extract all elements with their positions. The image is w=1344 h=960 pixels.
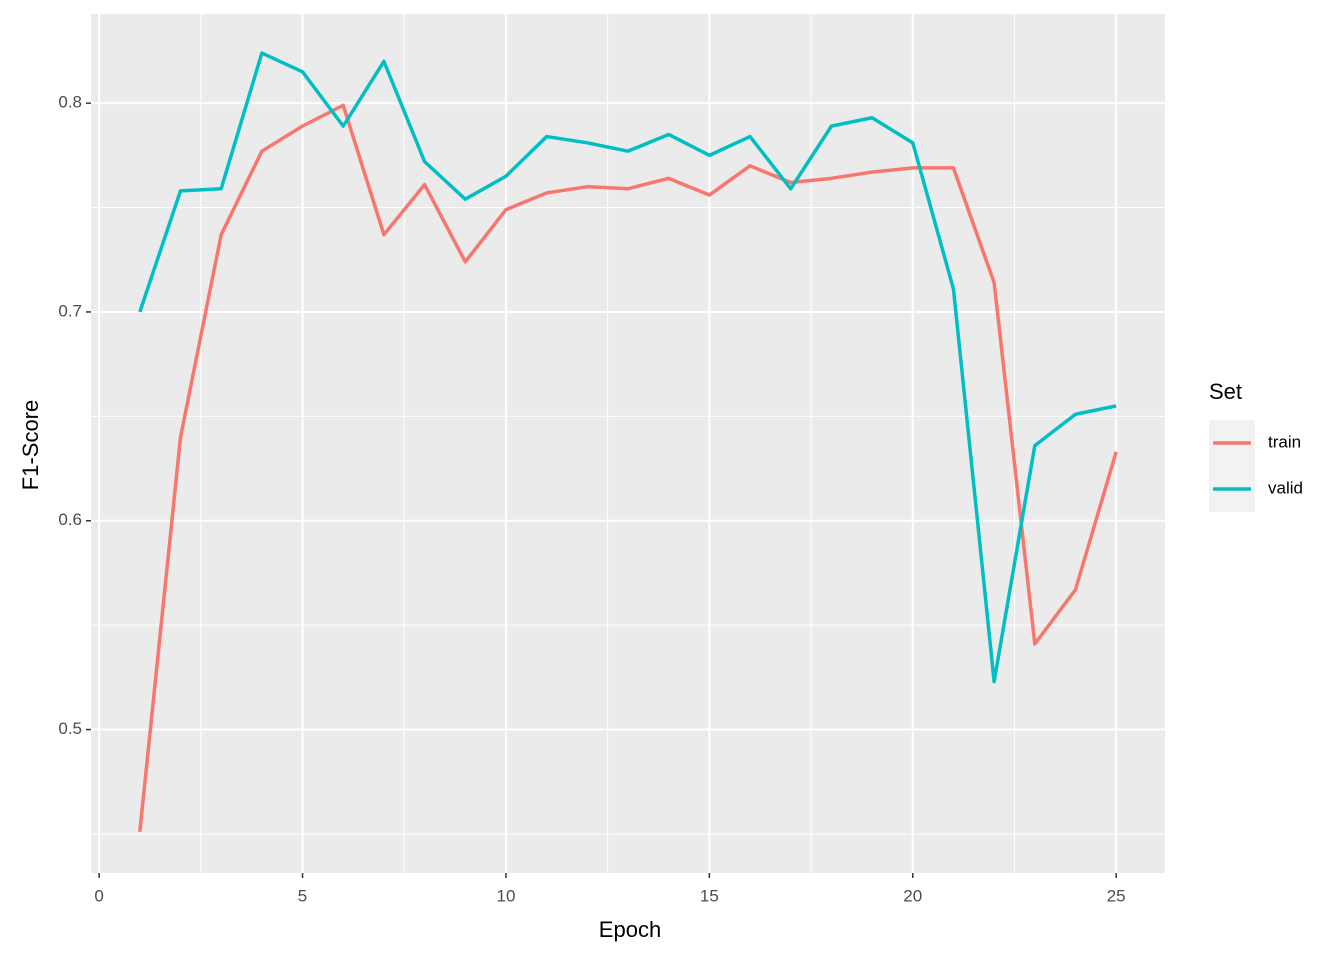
x-tick-label: 20 [903,886,922,905]
x-tick-label: 25 [1107,886,1126,905]
legend-label: train [1268,432,1301,451]
line-series [138,51,1117,684]
plot-panel [91,14,1165,873]
x-tick-label: 5 [298,886,307,905]
line-series [138,103,1118,833]
y-tick-label: 0.8 [58,93,82,112]
y-tick-label: 0.6 [58,510,82,529]
x-axis-title: Epoch [599,917,661,942]
x-tick-label: 10 [496,886,515,905]
y-tick-label: 0.7 [58,301,82,320]
legend-title: Set [1209,379,1242,404]
legend-label: valid [1268,478,1303,497]
x-tick-label: 0 [94,886,103,905]
y-tick-label: 0.5 [58,719,82,738]
y-axis-title: F1-Score [18,400,43,490]
x-tick-label: 15 [700,886,719,905]
